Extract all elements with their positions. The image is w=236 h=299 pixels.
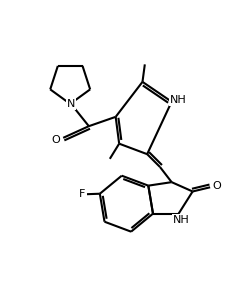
Text: NH: NH <box>170 95 187 105</box>
Text: NH: NH <box>173 215 189 225</box>
Text: O: O <box>52 135 61 145</box>
Text: O: O <box>213 181 222 191</box>
Text: N: N <box>67 99 76 109</box>
Text: F: F <box>79 189 85 199</box>
